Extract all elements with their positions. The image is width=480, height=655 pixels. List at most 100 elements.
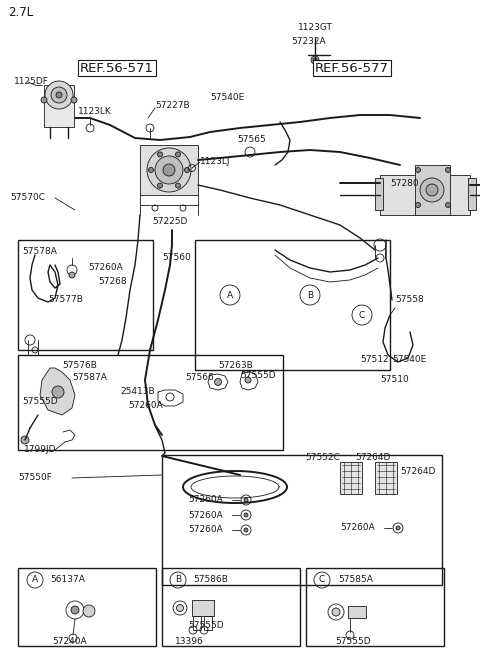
- Circle shape: [45, 81, 73, 109]
- Bar: [44, 85, 74, 127]
- Circle shape: [420, 178, 444, 202]
- Circle shape: [71, 97, 77, 103]
- Text: 57227B: 57227B: [155, 100, 190, 109]
- Text: 57260A: 57260A: [340, 523, 375, 533]
- Circle shape: [52, 386, 64, 398]
- Text: 57260A: 57260A: [88, 263, 123, 272]
- Text: 25413B: 25413B: [120, 388, 155, 396]
- Text: REF.56-571: REF.56-571: [80, 62, 154, 75]
- Circle shape: [69, 272, 75, 278]
- Text: 57510: 57510: [380, 375, 409, 384]
- Circle shape: [311, 56, 319, 64]
- Text: 57558: 57558: [395, 295, 424, 305]
- Circle shape: [147, 148, 191, 192]
- Circle shape: [176, 152, 180, 157]
- Text: 57264D: 57264D: [400, 468, 435, 476]
- Circle shape: [445, 168, 451, 172]
- Text: 1799JD: 1799JD: [24, 445, 57, 455]
- Text: 57260A: 57260A: [128, 402, 163, 411]
- Circle shape: [21, 436, 29, 444]
- Text: 1123LJ: 1123LJ: [200, 157, 230, 166]
- Text: 57550F: 57550F: [18, 474, 52, 483]
- Text: 1125DF: 1125DF: [14, 77, 49, 86]
- Text: 56137A: 56137A: [50, 576, 85, 584]
- Text: 57540E: 57540E: [392, 356, 426, 364]
- Circle shape: [416, 202, 420, 208]
- Bar: [204, 616, 212, 630]
- Bar: [162, 568, 300, 646]
- Bar: [380, 175, 470, 215]
- Text: 57268: 57268: [98, 278, 127, 286]
- Text: 57555D: 57555D: [240, 371, 276, 381]
- Circle shape: [244, 528, 248, 532]
- Bar: [348, 606, 366, 618]
- Bar: [375, 462, 397, 494]
- Text: 1123LK: 1123LK: [78, 107, 112, 117]
- Text: 57586B: 57586B: [193, 576, 228, 584]
- Circle shape: [445, 202, 451, 208]
- Circle shape: [244, 498, 248, 502]
- Circle shape: [332, 608, 340, 616]
- Text: C: C: [319, 576, 325, 584]
- Text: 57570C: 57570C: [10, 193, 45, 202]
- Bar: [340, 462, 362, 494]
- Circle shape: [177, 605, 183, 612]
- Bar: [18, 240, 153, 350]
- Circle shape: [215, 379, 221, 386]
- Text: 57540E: 57540E: [210, 94, 244, 102]
- Bar: [468, 178, 476, 210]
- Circle shape: [184, 168, 190, 172]
- Circle shape: [56, 92, 62, 98]
- Text: 57566: 57566: [185, 373, 214, 383]
- Circle shape: [426, 184, 438, 196]
- Text: A: A: [227, 291, 233, 299]
- Text: 57578A: 57578A: [22, 248, 57, 257]
- Text: 57577B: 57577B: [48, 295, 83, 305]
- Circle shape: [148, 168, 154, 172]
- Text: 57225D: 57225D: [152, 217, 187, 227]
- Text: 57560: 57560: [162, 253, 191, 263]
- Circle shape: [416, 168, 420, 172]
- Text: 57555D: 57555D: [188, 620, 224, 629]
- Circle shape: [155, 156, 183, 184]
- Text: 1123GT: 1123GT: [298, 24, 333, 33]
- Circle shape: [163, 164, 175, 176]
- Text: 57280: 57280: [390, 179, 419, 187]
- Text: 13396: 13396: [175, 637, 204, 646]
- Bar: [162, 455, 442, 585]
- Bar: [192, 600, 214, 616]
- Bar: [375, 178, 383, 210]
- Text: C: C: [359, 310, 365, 320]
- Bar: [415, 165, 450, 215]
- Circle shape: [313, 58, 317, 62]
- Text: 57263B: 57263B: [218, 360, 253, 369]
- Text: 57232A: 57232A: [291, 37, 325, 47]
- Bar: [18, 568, 156, 646]
- Text: 57565: 57565: [237, 136, 266, 145]
- Text: 57260A: 57260A: [188, 525, 223, 534]
- Circle shape: [396, 526, 400, 530]
- Text: 57240A: 57240A: [52, 637, 86, 646]
- Text: 57260A: 57260A: [188, 495, 223, 504]
- Text: B: B: [307, 291, 313, 299]
- Text: 57260A: 57260A: [188, 510, 223, 519]
- Text: 57555D: 57555D: [22, 398, 58, 407]
- Text: A: A: [32, 576, 38, 584]
- Circle shape: [245, 377, 251, 383]
- Circle shape: [244, 513, 248, 517]
- Text: 2.7L: 2.7L: [8, 7, 33, 20]
- Circle shape: [157, 183, 163, 188]
- Circle shape: [83, 605, 95, 617]
- Bar: [18, 355, 283, 450]
- Text: 57264D: 57264D: [355, 453, 390, 462]
- Circle shape: [157, 152, 163, 157]
- Circle shape: [71, 606, 79, 614]
- Text: 57512: 57512: [360, 356, 389, 364]
- Polygon shape: [40, 368, 75, 415]
- Bar: [140, 145, 198, 195]
- Text: REF.56-577: REF.56-577: [315, 62, 389, 75]
- Circle shape: [41, 97, 47, 103]
- Text: 57576B: 57576B: [62, 360, 97, 369]
- Text: 57552C: 57552C: [305, 453, 340, 462]
- Circle shape: [51, 87, 67, 103]
